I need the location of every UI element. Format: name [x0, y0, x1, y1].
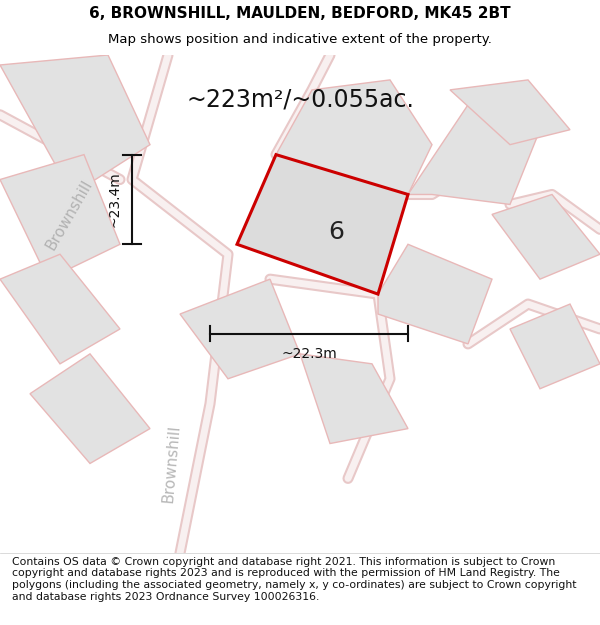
Text: ~223m²/~0.055ac.: ~223m²/~0.055ac.	[186, 88, 414, 112]
Text: 6: 6	[329, 220, 345, 244]
Text: ~23.4m: ~23.4m	[107, 172, 121, 227]
Text: 6, BROWNSHILL, MAULDEN, BEDFORD, MK45 2BT: 6, BROWNSHILL, MAULDEN, BEDFORD, MK45 2B…	[89, 6, 511, 21]
Polygon shape	[276, 80, 432, 194]
Polygon shape	[300, 354, 408, 444]
Polygon shape	[0, 55, 150, 194]
Text: Contains OS data © Crown copyright and database right 2021. This information is : Contains OS data © Crown copyright and d…	[12, 557, 577, 601]
Polygon shape	[180, 279, 300, 379]
Polygon shape	[408, 105, 540, 204]
Polygon shape	[0, 254, 120, 364]
Polygon shape	[450, 80, 570, 144]
Text: ~22.3m: ~22.3m	[281, 347, 337, 361]
Text: Brownshill: Brownshill	[43, 177, 95, 252]
Polygon shape	[510, 304, 600, 389]
Polygon shape	[492, 194, 600, 279]
Text: Map shows position and indicative extent of the property.: Map shows position and indicative extent…	[108, 33, 492, 46]
Polygon shape	[378, 244, 492, 344]
Polygon shape	[30, 354, 150, 464]
Polygon shape	[0, 154, 120, 279]
Polygon shape	[237, 154, 408, 294]
Text: Brownshill: Brownshill	[160, 424, 182, 503]
